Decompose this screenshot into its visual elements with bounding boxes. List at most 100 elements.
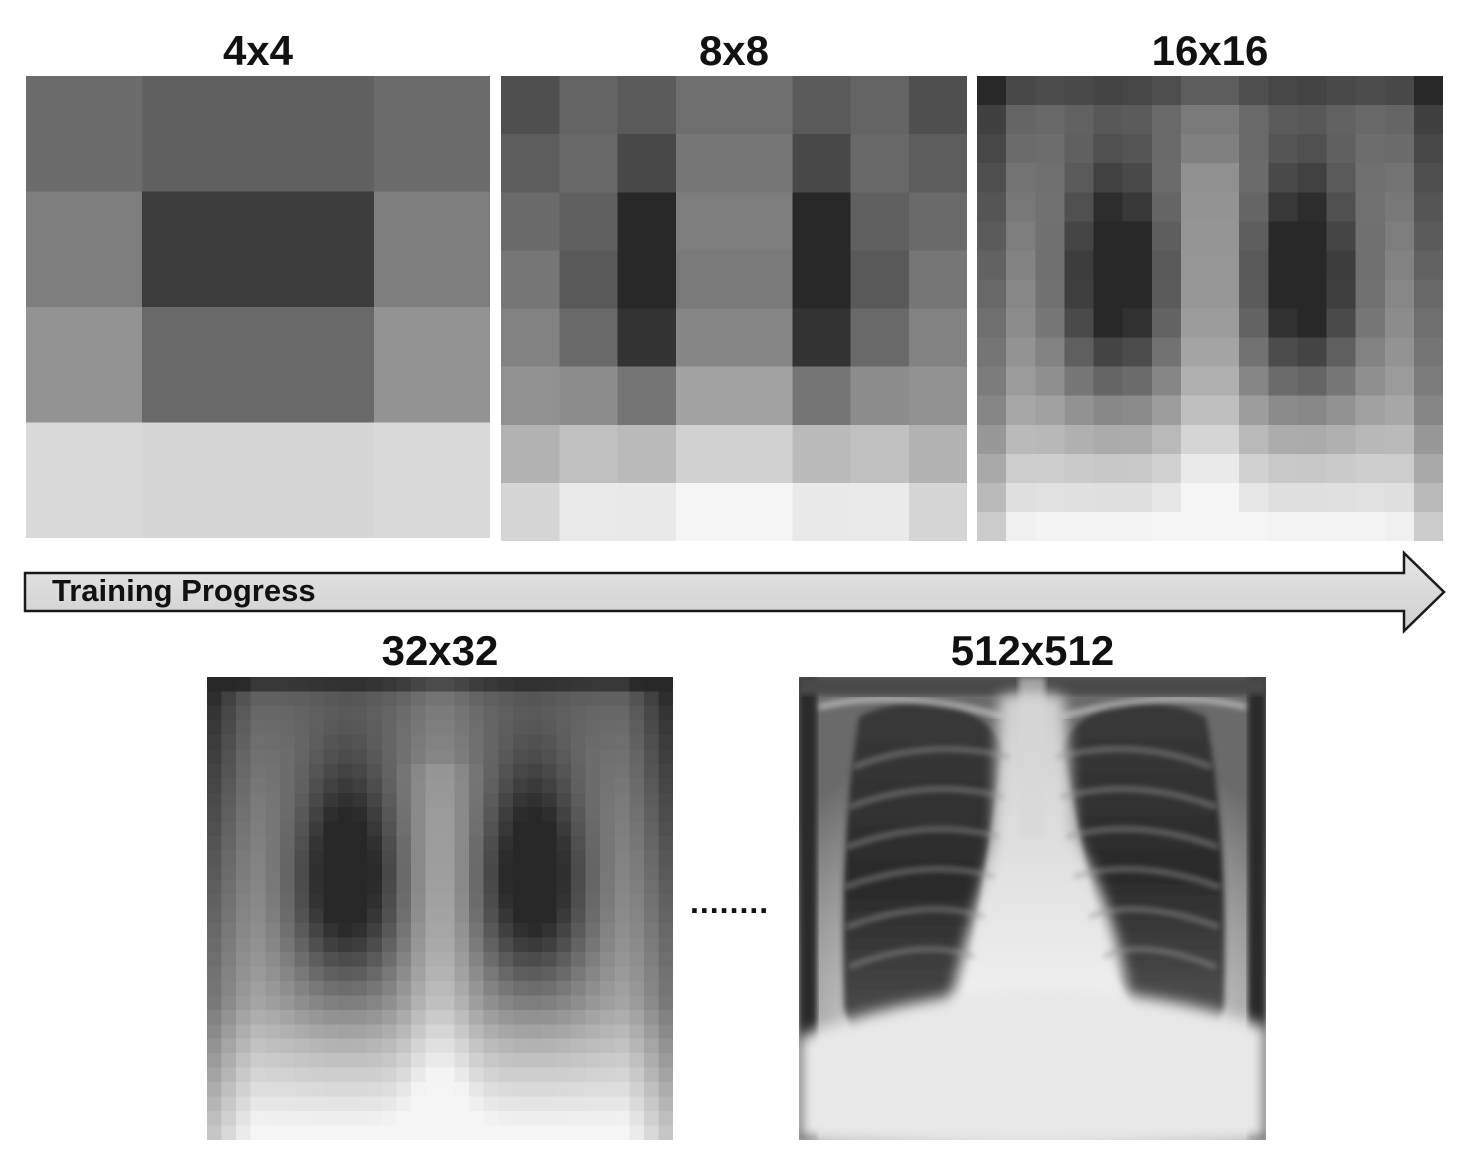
pixel-cell (265, 821, 281, 837)
pixel-cell (396, 1038, 412, 1054)
pixel-cell (425, 865, 441, 880)
pixel-cell (221, 850, 237, 866)
pixel-cell (221, 1125, 237, 1140)
pixel-cell (571, 980, 586, 996)
pixel-cell (1413, 424, 1443, 455)
pixel-cell (410, 1096, 426, 1112)
pixel-cell (279, 1096, 295, 1112)
pixel-cell (617, 76, 677, 136)
pixel-cell (250, 850, 266, 866)
pixel-cell (396, 677, 412, 692)
pixel-cell (614, 1111, 630, 1126)
pixel-cell (207, 908, 222, 924)
pixel-cell (425, 908, 441, 924)
pixel-cell (265, 980, 281, 996)
pixel-cell (236, 1053, 251, 1068)
pixel-cell (381, 691, 397, 707)
pixel-cell (396, 980, 412, 996)
pixel-cell (571, 1009, 586, 1025)
pixel-cell (541, 1125, 557, 1140)
pixel-cell (469, 1096, 484, 1112)
pixel-cell (571, 1038, 586, 1054)
pixel-cell (323, 792, 339, 808)
pixel-cell (469, 922, 484, 938)
pixel-cell (454, 908, 470, 924)
pixel-cell (265, 749, 281, 765)
pixel-cell (250, 705, 266, 721)
pixel-cell (498, 1096, 514, 1112)
pixel-cell (338, 836, 353, 851)
pixel-cell (527, 1111, 543, 1126)
pixel-cell (469, 1082, 484, 1097)
pixel-cell (367, 908, 383, 924)
pixel-cell (1355, 279, 1386, 310)
pixel-cell (643, 922, 659, 938)
pixel-cell (1151, 337, 1182, 368)
pixel-cell (308, 879, 324, 895)
pixel-cell (367, 850, 383, 866)
pixel-cell (1239, 511, 1269, 541)
pixel-cell (556, 720, 572, 736)
pixel-cell (221, 980, 237, 996)
pixel-cell (556, 807, 572, 822)
pixel-cell (207, 894, 222, 909)
pixel-cell (629, 1009, 645, 1025)
pixel-cell (410, 1067, 426, 1083)
pixel-cell (512, 1038, 528, 1054)
pixel-cell (1180, 308, 1211, 339)
pixel-cell (425, 1024, 441, 1040)
pixel-cell (258, 191, 377, 310)
pixel-cell (571, 1067, 586, 1083)
pixel-cell (541, 922, 557, 938)
pixel-cell (221, 1053, 237, 1068)
pixel-cell (643, 850, 659, 866)
pixel-cell (1239, 192, 1269, 222)
pixel-cell (454, 1096, 470, 1112)
pixel-cell (527, 807, 543, 822)
pixel-cell (734, 308, 794, 368)
pixel-cell (221, 749, 237, 765)
pixel-cell (556, 749, 572, 765)
pixel-cell (556, 778, 572, 794)
pixel-cell (527, 792, 543, 808)
pixel-cell (440, 691, 455, 707)
pixel-cell (454, 937, 470, 953)
pixel-cell (425, 879, 441, 895)
pixel-cell (527, 734, 543, 750)
pixel-cell (338, 705, 353, 721)
pixel-cell (236, 677, 251, 692)
pixel-cell (1151, 511, 1182, 541)
pixel-cell (1093, 76, 1124, 106)
pixel-cell (527, 995, 543, 1011)
pixel-cell (559, 134, 619, 194)
pixel-cell (250, 1038, 266, 1054)
pixel-cell (1035, 134, 1065, 164)
pixel-cell (440, 1053, 455, 1068)
pixel-cell (792, 134, 852, 194)
pixel-cell (367, 980, 383, 996)
pixel-cell (629, 894, 645, 909)
pixel-cell (352, 1082, 368, 1097)
pixel-cell (221, 763, 237, 779)
pixel-cell (629, 937, 645, 953)
pixel-cell (483, 821, 499, 837)
pixel-cell (1180, 134, 1211, 164)
pixel-cell (658, 850, 673, 866)
pixel-cell (556, 1053, 572, 1068)
pixel-cell (221, 836, 237, 851)
pixel-cell (469, 1038, 484, 1054)
pixel-cell (629, 836, 645, 851)
pixel-cell (498, 966, 514, 982)
pixel-cell (1035, 424, 1065, 455)
pixel-cell (1355, 163, 1386, 193)
pixel-cell (1006, 279, 1036, 310)
pixel-cell (279, 951, 295, 967)
pixel-cell (381, 749, 397, 765)
pixel-cell (734, 134, 794, 194)
pixel-cell (527, 1038, 543, 1054)
pixel-cell (658, 1009, 673, 1025)
pixel-cell (1180, 250, 1211, 281)
pixel-cell (585, 966, 601, 982)
pixel-cell (512, 995, 528, 1011)
pixel-cell (367, 821, 383, 837)
